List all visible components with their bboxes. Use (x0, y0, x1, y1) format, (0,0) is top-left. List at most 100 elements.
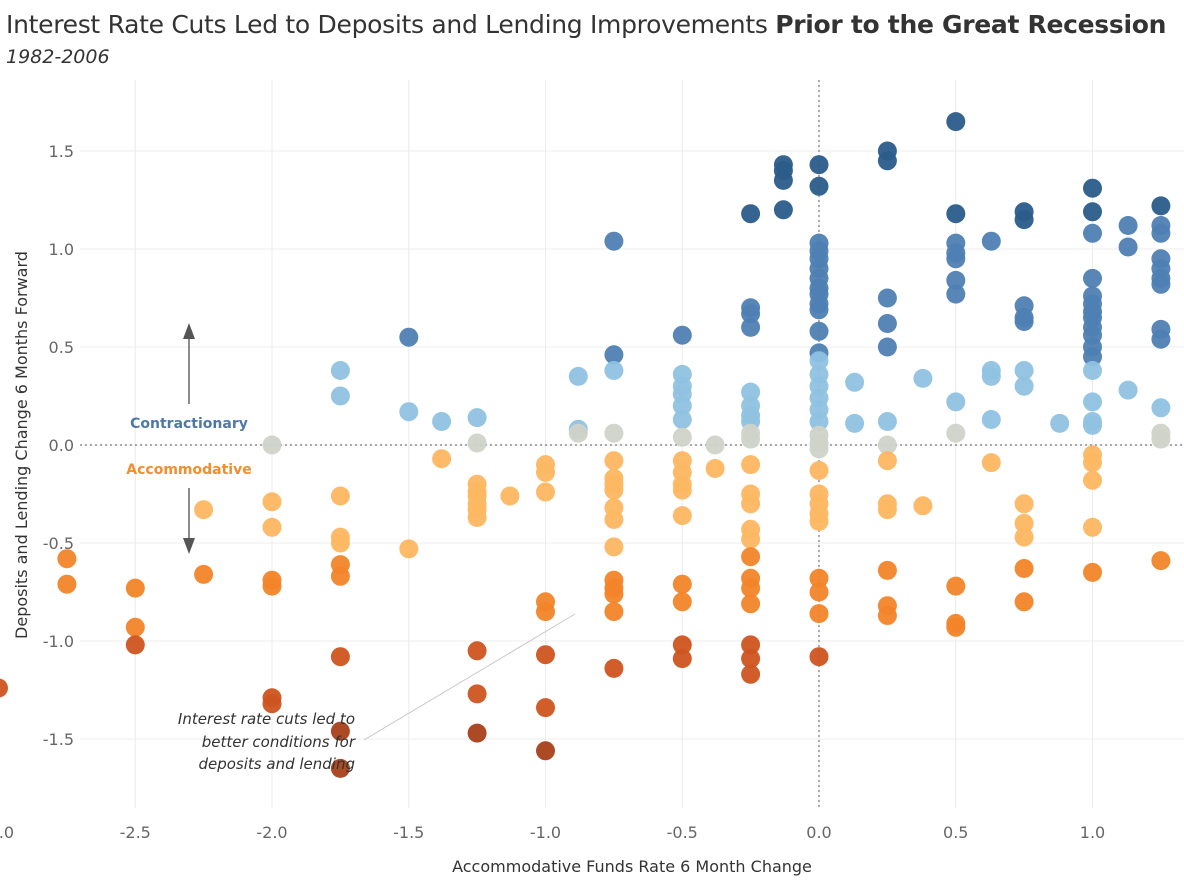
data-point[interactable] (399, 327, 419, 347)
data-point[interactable] (946, 270, 966, 290)
data-point[interactable] (536, 741, 555, 761)
data-point[interactable] (981, 410, 1001, 429)
data-point[interactable] (877, 412, 897, 431)
data-point[interactable] (1083, 223, 1102, 243)
data-point[interactable] (809, 582, 829, 602)
data-point[interactable] (262, 576, 282, 596)
data-point[interactable] (1014, 376, 1034, 396)
data-point[interactable] (467, 641, 487, 661)
data-point[interactable] (877, 500, 897, 520)
data-point[interactable] (604, 423, 624, 443)
data-point[interactable] (536, 698, 555, 718)
data-point[interactable] (741, 547, 761, 567)
data-point[interactable] (1083, 202, 1102, 222)
data-point[interactable] (57, 549, 77, 569)
data-point[interactable] (981, 453, 1001, 473)
data-point[interactable] (1083, 347, 1102, 367)
data-point[interactable] (330, 566, 350, 586)
data-point[interactable] (57, 574, 77, 594)
data-point[interactable] (536, 482, 555, 502)
data-point[interactable] (1151, 196, 1171, 216)
data-point[interactable] (194, 564, 214, 584)
data-point[interactable] (604, 584, 624, 604)
data-point[interactable] (1151, 429, 1171, 449)
data-point[interactable] (1151, 223, 1171, 243)
data-point[interactable] (1050, 413, 1070, 433)
data-point[interactable] (1151, 329, 1171, 349)
data-point[interactable] (330, 361, 350, 380)
data-point[interactable] (1014, 361, 1034, 380)
data-point[interactable] (1014, 312, 1034, 331)
data-point[interactable] (741, 594, 761, 614)
data-point[interactable] (809, 647, 829, 667)
data-point[interactable] (913, 496, 933, 516)
data-point[interactable] (809, 155, 829, 175)
data-point[interactable] (1083, 562, 1102, 582)
data-point[interactable] (604, 451, 624, 471)
data-point[interactable] (1083, 517, 1102, 537)
data-point[interactable] (1118, 216, 1138, 235)
data-point[interactable] (1083, 392, 1102, 412)
data-point[interactable] (672, 410, 692, 429)
data-point[interactable] (946, 249, 966, 269)
data-point[interactable] (809, 412, 829, 431)
data-point[interactable] (672, 506, 692, 526)
data-point[interactable] (809, 461, 829, 480)
data-point[interactable] (262, 435, 282, 455)
data-point[interactable] (672, 396, 692, 416)
data-point[interactable] (432, 412, 452, 431)
data-point[interactable] (946, 112, 966, 132)
data-point[interactable] (1014, 527, 1034, 547)
data-point[interactable] (467, 723, 487, 743)
data-point[interactable] (536, 645, 555, 665)
data-point[interactable] (1151, 551, 1171, 571)
data-point[interactable] (604, 361, 624, 380)
data-point[interactable] (1118, 380, 1138, 400)
data-point[interactable] (946, 423, 966, 443)
data-point[interactable] (773, 170, 793, 190)
data-point[interactable] (1014, 210, 1034, 230)
data-point[interactable] (741, 494, 761, 514)
data-point[interactable] (536, 462, 555, 482)
data-point[interactable] (981, 231, 1001, 251)
data-point[interactable] (946, 576, 966, 596)
data-point[interactable] (705, 459, 725, 478)
data-point[interactable] (809, 321, 829, 341)
data-point[interactable] (672, 635, 692, 655)
data-point[interactable] (877, 435, 897, 455)
data-point[interactable] (262, 492, 282, 512)
data-point[interactable] (672, 325, 692, 345)
data-point[interactable] (125, 617, 145, 637)
data-point[interactable] (809, 300, 829, 320)
data-point[interactable] (1083, 361, 1102, 380)
data-point[interactable] (741, 635, 761, 655)
data-point[interactable] (946, 392, 966, 412)
data-point[interactable] (604, 231, 624, 251)
data-point[interactable] (845, 372, 865, 392)
data-point[interactable] (330, 758, 350, 778)
data-point[interactable] (741, 649, 761, 669)
data-point[interactable] (741, 455, 761, 475)
data-point[interactable] (125, 635, 145, 655)
data-point[interactable] (877, 606, 897, 625)
data-point[interactable] (399, 402, 419, 422)
data-point[interactable] (604, 658, 624, 678)
data-point[interactable] (1014, 592, 1034, 612)
data-point[interactable] (0, 678, 8, 698)
data-point[interactable] (568, 423, 588, 443)
data-point[interactable] (330, 386, 350, 406)
data-point[interactable] (877, 560, 897, 580)
data-point[interactable] (877, 314, 897, 333)
data-point[interactable] (946, 204, 966, 224)
data-point[interactable] (467, 408, 487, 428)
data-point[interactable] (809, 511, 829, 531)
data-point[interactable] (432, 449, 452, 469)
data-point[interactable] (500, 486, 520, 506)
data-point[interactable] (877, 451, 897, 471)
data-point[interactable] (1014, 494, 1034, 514)
data-point[interactable] (741, 664, 761, 684)
data-point[interactable] (877, 288, 897, 308)
data-point[interactable] (1014, 559, 1034, 578)
data-point[interactable] (262, 694, 282, 714)
data-point[interactable] (467, 433, 487, 453)
